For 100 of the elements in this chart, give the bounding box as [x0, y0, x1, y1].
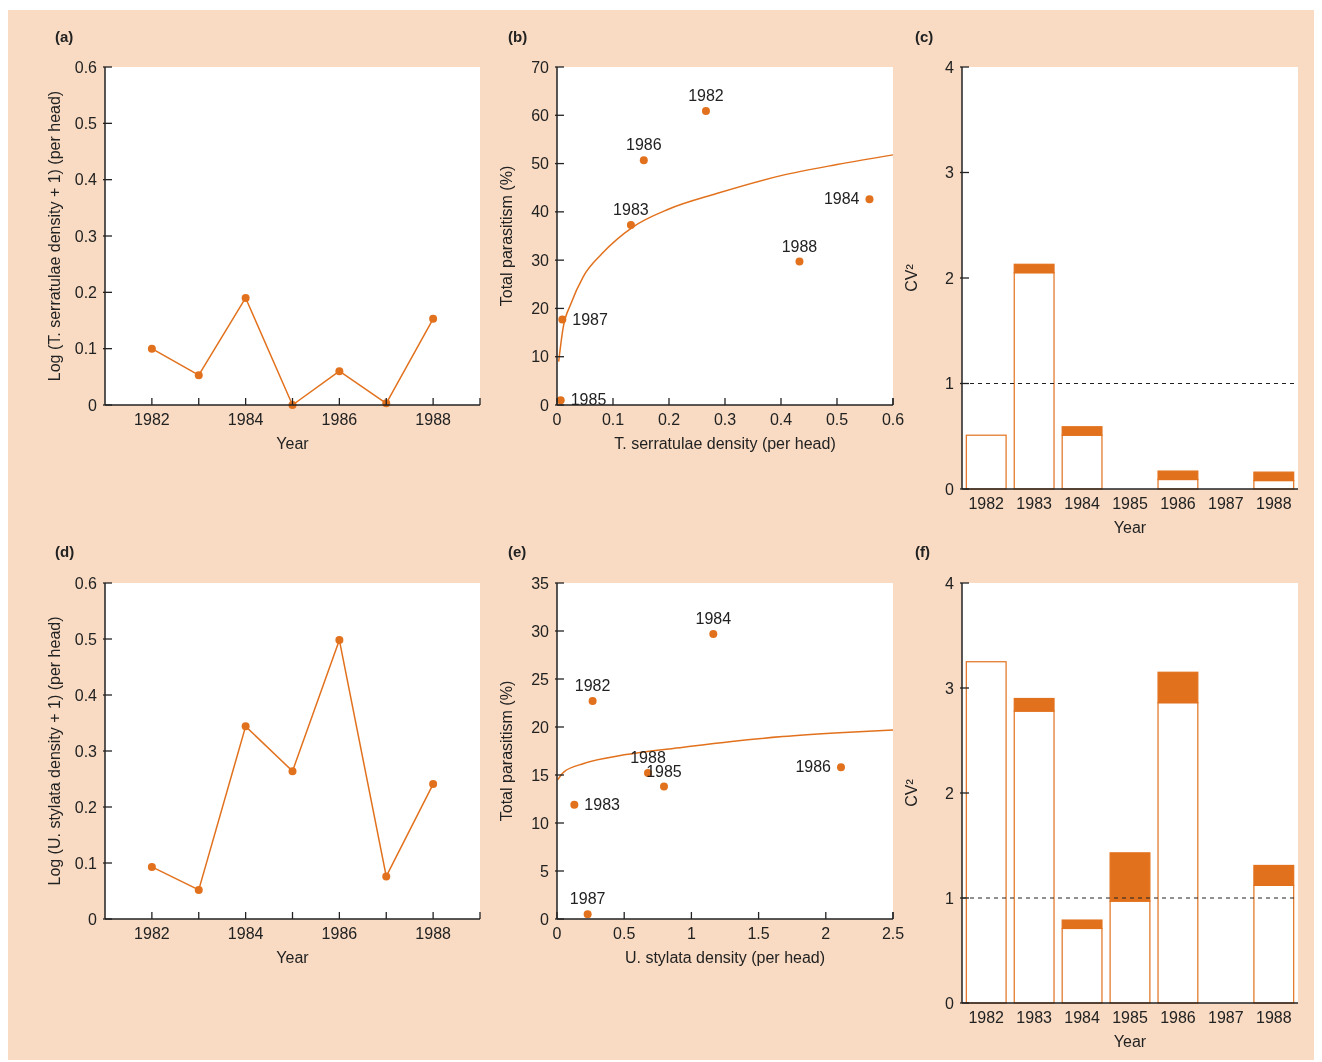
x-tick-label: 1984 — [227, 411, 264, 428]
chart-title: (f) — [915, 543, 930, 560]
y-tick-label: 0 — [88, 910, 98, 928]
x-tick-label: 0.1 — [601, 411, 625, 428]
y-tick-label: 2 — [945, 784, 955, 802]
x-tick-label: 1983 — [1016, 495, 1053, 512]
x-tick-label: 1986 — [321, 411, 358, 428]
point — [241, 293, 250, 302]
annotation: 1986 — [795, 758, 832, 776]
point — [147, 862, 156, 871]
x-tick-label: 0.5 — [613, 925, 636, 942]
y-tick-label: 50 — [531, 155, 550, 173]
point — [382, 872, 391, 881]
x-tick-label: 1987 — [1208, 495, 1244, 512]
y-axis-title: Total parasitism (%) — [498, 165, 515, 307]
x-tick-label: 1 — [686, 925, 696, 942]
y-tick-label: 5 — [540, 862, 550, 880]
x-tick-label: 1987 — [1208, 1009, 1244, 1026]
annotation: 1982 — [574, 677, 611, 695]
y-tick-label: 3 — [945, 679, 955, 697]
y-tick-label: 60 — [531, 106, 550, 124]
y-tick-label: 4 — [945, 58, 955, 76]
point — [570, 800, 579, 809]
x-tick-label: 1982 — [134, 411, 170, 428]
chart-title: (b) — [508, 28, 528, 45]
y-axis-title: Log (U. stylata density + 1) (per head) — [46, 616, 63, 886]
point — [639, 156, 648, 165]
point — [335, 367, 344, 376]
annotation: 1987 — [569, 890, 606, 908]
point — [147, 344, 156, 353]
y-tick-label: 15 — [531, 766, 550, 784]
x-tick-label: 1984 — [227, 925, 264, 942]
x-tick-label: 1986 — [1160, 1009, 1196, 1026]
y-tick-label: 0.4 — [74, 686, 98, 704]
y-tick-label: 1 — [945, 375, 955, 393]
point — [194, 371, 203, 380]
point — [659, 782, 668, 791]
point — [588, 697, 597, 706]
point — [241, 722, 250, 731]
y-tick-label: 30 — [531, 622, 550, 640]
y-tick-label: 0 — [945, 480, 955, 498]
x-tick-label: 1.5 — [747, 925, 770, 942]
x-tick-label: 0 — [552, 411, 562, 428]
point — [865, 195, 874, 204]
y-tick-label: 20 — [531, 300, 550, 318]
x-tick-label: 0.4 — [769, 411, 793, 428]
x-axis-title: T. serratulae density (per head) — [614, 435, 836, 452]
chart-title: (d) — [55, 543, 75, 560]
point — [288, 767, 297, 776]
y-tick-label: 35 — [531, 574, 550, 592]
x-tick-label: 1982 — [134, 925, 170, 942]
y-tick-label: 10 — [531, 814, 550, 832]
x-axis-title: Year — [1113, 1033, 1147, 1050]
x-tick-label: 1986 — [1160, 495, 1196, 512]
x-tick-label: 1985 — [1112, 495, 1148, 512]
y-tick-label: 10 — [531, 348, 550, 366]
x-tick-label: 1986 — [321, 925, 358, 942]
point — [429, 780, 438, 789]
point — [836, 763, 845, 772]
y-tick-label: 0.6 — [74, 58, 98, 76]
x-tick-label: 2 — [821, 925, 831, 942]
x-tick-label: 1982 — [968, 1009, 1005, 1026]
y-axis-title: CV² — [903, 263, 920, 292]
point — [583, 910, 592, 919]
y-tick-label: 30 — [531, 251, 550, 269]
x-tick-label: 1983 — [1016, 1009, 1053, 1026]
x-tick-label: 1988 — [1256, 1009, 1292, 1026]
x-axis-title: Year — [276, 949, 310, 966]
x-tick-label: 1985 — [1112, 1009, 1148, 1026]
x-tick-label: 1988 — [415, 411, 452, 428]
y-tick-label: 2 — [945, 269, 955, 287]
y-axis-title: Total parasitism (%) — [498, 680, 515, 822]
y-axis-title: CV² — [903, 778, 920, 807]
y-tick-label: 1 — [945, 889, 955, 907]
x-axis-title: Year — [276, 435, 310, 452]
y-tick-label: 40 — [531, 203, 550, 221]
x-tick-label: 1988 — [415, 925, 452, 942]
y-tick-label: 0 — [540, 910, 550, 928]
y-tick-label: 0.1 — [74, 854, 98, 872]
annotation: 1983 — [613, 200, 649, 218]
y-tick-label: 0.1 — [74, 340, 98, 358]
chart-title: (a) — [55, 28, 74, 45]
line-series — [557, 154, 894, 363]
y-tick-label: 0.5 — [74, 114, 98, 132]
point — [795, 257, 804, 266]
y-tick-label: 25 — [531, 670, 550, 688]
y-tick-label: 0.2 — [74, 798, 98, 816]
x-tick-label: 1988 — [1256, 495, 1292, 512]
annotation: 1982 — [688, 86, 724, 104]
y-tick-label: 0 — [88, 396, 98, 414]
y-tick-label: 20 — [531, 718, 550, 736]
chart-title: (e) — [508, 543, 527, 560]
x-tick-label: 0.6 — [881, 411, 905, 428]
x-tick-label: 0.3 — [713, 411, 737, 428]
y-tick-label: 0.2 — [74, 283, 98, 301]
x-axis-title: U. stylata density (per head) — [624, 949, 826, 966]
annotation: 1988 — [781, 237, 818, 255]
y-tick-label: 70 — [531, 58, 550, 76]
y-tick-label: 0.5 — [74, 630, 98, 648]
line-series — [556, 729, 894, 781]
